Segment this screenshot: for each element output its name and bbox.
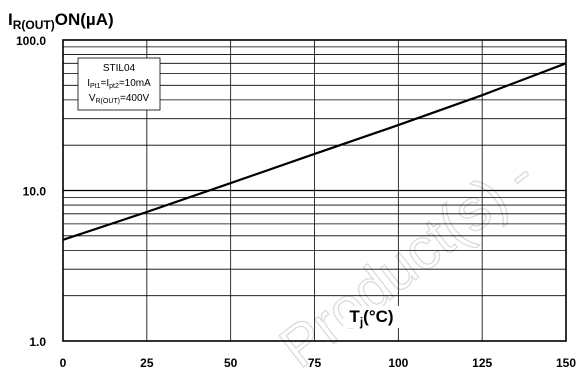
series bbox=[62, 62, 567, 241]
legend-voltage: VR(OUT)=400V bbox=[89, 93, 150, 105]
x-tick-label: 25 bbox=[140, 356, 154, 370]
x-axis-label: Tj(°C) bbox=[349, 307, 393, 329]
legend-current: IPt1=Ipt2=10mA bbox=[87, 78, 151, 90]
x-tick-label: 75 bbox=[308, 356, 322, 370]
legend-device: STIL04 bbox=[103, 63, 136, 74]
x-tick-label: 100 bbox=[388, 356, 408, 370]
chart-title: IR(OUT)ON(µA) bbox=[8, 10, 114, 32]
tick-labels: 0 25 50 75 100 125 150 1.0 10.0 100.0 bbox=[16, 34, 576, 370]
legend: STIL04 IPt1=Ipt2=10mA VR(OUT)=400V bbox=[77, 57, 161, 111]
y-tick-label: 1.0 bbox=[29, 335, 46, 349]
grid bbox=[63, 40, 566, 341]
series-line bbox=[62, 62, 567, 241]
plot-frame bbox=[62, 39, 567, 342]
x-tick-label: 150 bbox=[556, 356, 576, 370]
legend-box bbox=[77, 57, 161, 111]
x-tick-label: 0 bbox=[60, 356, 67, 370]
x-tick-label: 50 bbox=[224, 356, 238, 370]
x-tick-label: 125 bbox=[472, 356, 492, 370]
titles: IR(OUT)ON(µA) Tj(°C) bbox=[8, 10, 400, 329]
x-axis-label-background bbox=[343, 306, 400, 328]
y-tick-label: 10.0 bbox=[23, 185, 47, 199]
y-tick-label: 100.0 bbox=[16, 34, 46, 48]
